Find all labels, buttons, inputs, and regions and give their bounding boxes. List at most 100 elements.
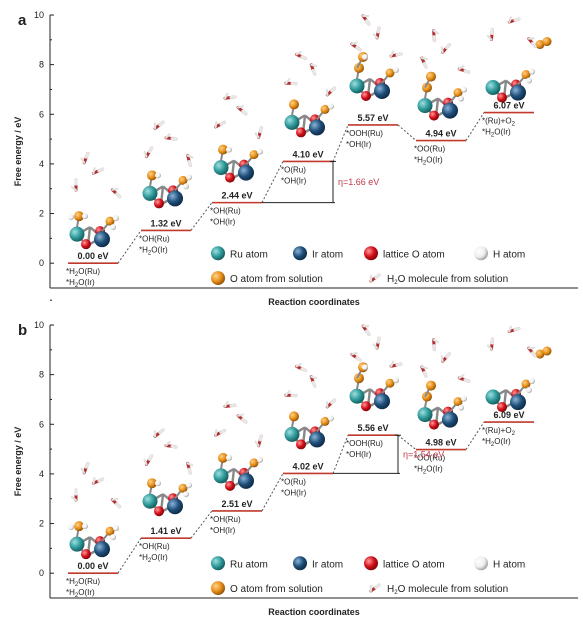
legend-label: lattice O atom [383,249,445,260]
catalyst-cluster-3 [284,99,334,138]
solution-o-sphere [426,71,436,82]
y-tick-label: 0 [39,258,44,268]
solution-o-sphere [535,349,545,359]
water-molecule-icon [110,497,122,509]
catalyst-cluster-4 [349,362,399,412]
h-atom-sphere [82,523,88,530]
water-molecule-icon [325,398,337,409]
catalyst-cluster-0 [68,521,119,560]
solution-o-sphere [354,62,364,73]
legend: Ru atom Ir atom lattice O atom H atom O atom… [211,556,525,596]
water-molecule-icon [350,41,362,52]
catalyst-cluster-0 [68,211,119,250]
water-molecule-icon [361,324,371,336]
water-molecule-icon [223,92,237,100]
step-connector [465,421,485,450]
solution-o-sphere-icon [211,581,225,596]
panel-label: a [18,12,27,29]
lattice-o-sphere [225,480,235,491]
solution-o-sphere [453,397,463,407]
water-molecule-icon [486,28,495,42]
state-label-ru: *H2O(Ru) [66,267,100,278]
legend: Ru atom Ir atom lattice O atom H atom O atom… [211,246,525,286]
state-label-ir: *H2O(Ir) [482,437,511,448]
water-molecule-icon [350,351,362,362]
step-connector [397,124,417,141]
water-molecule-icon [284,390,298,398]
ir-atom-sphere [510,84,526,101]
energy-value-label: 6.09 eV [493,410,524,420]
h-atom-sphere [226,146,232,153]
water-molecule-icon [420,365,428,378]
state-label-ir: *H2O(Ir) [66,588,95,599]
ir-atom-sphere [238,164,254,181]
solution-o-sphere [542,346,552,356]
y-axis-title: Free energy / eV [13,427,23,497]
state-label-ir: *OH(Ir) [281,176,307,185]
water-molecule-icon [325,86,337,97]
water-molecule-icon [214,120,226,129]
state-label-ir: *OH(Ir) [210,526,236,535]
h-atom-sphere [183,491,189,498]
ru-atom-sphere [417,98,433,114]
solution-o-sphere [249,150,259,160]
h-atom-sphere-icon [474,246,488,261]
water-molecule-icon [294,362,308,372]
h-atom-sphere [155,480,161,487]
solution-o-sphere [147,170,157,181]
energy-value-label: 5.56 eV [357,423,388,433]
h-atom-sphere [68,524,74,531]
water-molecule-icon [223,401,237,408]
h-atom-sphere [458,404,464,411]
state-label-ir: *H2O(Ir) [414,156,443,167]
y-tick-label: 0 [39,568,44,578]
h-atom-sphere [529,378,535,385]
water-molecule-icon [254,126,263,139]
catalyst-cluster-5 [417,71,467,121]
lattice-o-sphere [81,549,91,560]
catalyst-cluster-4 [349,51,399,101]
y-tick-label: 6 [39,419,44,429]
y-tick-label: 4 [39,159,44,169]
water-molecule-icon [457,374,471,383]
h-atom-sphere [328,415,334,422]
water-molecule-icon [309,375,318,388]
state-label-ru: *OH(Ru) [210,515,241,524]
h-atom-sphere [526,387,532,394]
catalyst-cluster-1 [142,170,192,209]
ru-atom-sphere [69,226,85,242]
catalyst-cluster-5 [417,380,467,430]
solution-o-sphere [422,82,432,93]
lattice-o-sphere [154,198,164,209]
lattice-o-sphere [225,172,235,183]
step-connector [332,124,349,162]
water-molecule-icon [369,583,381,593]
energy-value-label: 1.32 eV [150,218,181,228]
state-label-ru: *O(Ru) [281,477,306,486]
y-axis-title: Free energy / eV [13,117,23,187]
water-molecule-icon [91,167,105,175]
energy-value-label: 4.02 eV [292,461,323,471]
lattice-o-sphere [296,127,306,138]
water-molecule-icon [143,146,154,159]
water-molecule-icon [420,56,428,69]
h-atom-sphere [257,148,263,155]
water-molecule-icon [527,346,537,358]
step-connector [117,537,142,574]
water-molecule-icon [164,440,178,449]
catalyst-cluster-6 [485,346,552,413]
legend-label: Ir atom [312,249,343,260]
water-molecule-icon [440,352,451,363]
panel-b: 0 2 4 6 8 10 b Free energy / eV Reaction coordin… [13,299,578,617]
solution-o-sphere [105,526,115,536]
state-label-ir: *OH(Ir) [346,140,372,149]
solution-o-sphere [453,88,463,98]
h-atom-sphere [257,456,263,463]
overpotential-label: η=1.66 eV [338,177,379,187]
ir-atom-sphere [309,431,325,448]
h-atom-sphere [110,534,116,541]
water-molecule-icon [153,428,165,438]
lattice-o-sphere [429,110,439,121]
solution-o-sphere [422,391,432,402]
